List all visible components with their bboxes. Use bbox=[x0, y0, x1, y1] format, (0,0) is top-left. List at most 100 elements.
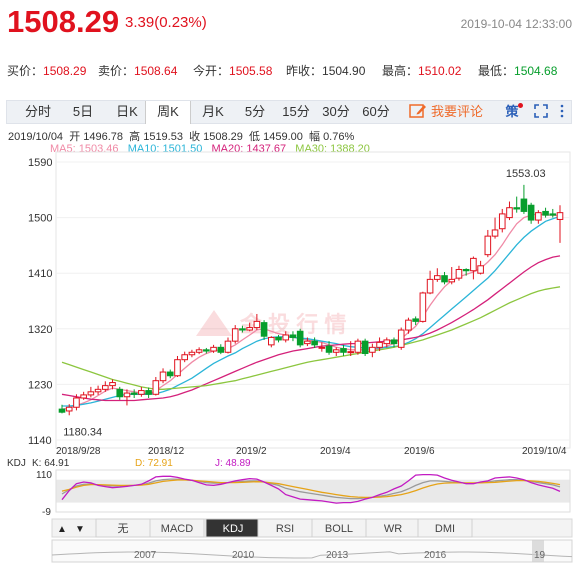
candle-body bbox=[556, 212, 564, 220]
candle-body bbox=[448, 278, 456, 283]
min-price-annotation: 1180.34 bbox=[63, 426, 102, 438]
comment-button[interactable]: 我要评论 bbox=[409, 101, 483, 123]
ma10-legend: MA10: 1501.50 bbox=[127, 143, 203, 155]
candle bbox=[224, 337, 232, 354]
price-change: 3.39(0.23%) bbox=[125, 14, 207, 31]
candle bbox=[260, 320, 268, 340]
tab-5day[interactable]: 5日 bbox=[72, 104, 94, 119]
candle bbox=[513, 196, 520, 213]
candle-body bbox=[109, 382, 116, 387]
candle-body bbox=[166, 371, 174, 377]
candle-body bbox=[282, 334, 290, 341]
candle-body bbox=[145, 390, 152, 395]
tab-monthly-k[interactable]: 月K bbox=[202, 104, 224, 119]
candle bbox=[419, 291, 427, 323]
prev-close-value: 1504.90 bbox=[322, 64, 366, 78]
candle bbox=[289, 331, 297, 342]
quote-summary: 买价：1508.29 卖价：1508.64 今开：1505.58 昨收：1504… bbox=[0, 62, 578, 80]
kdj-frame bbox=[55, 469, 571, 513]
indicator-tab-kdj[interactable] bbox=[205, 518, 261, 538]
y-tick-label: 1320 bbox=[28, 324, 52, 336]
tab-weekly-k[interactable]: 周K bbox=[145, 101, 191, 124]
candle-body bbox=[462, 268, 470, 272]
candle bbox=[217, 344, 225, 355]
edit-icon bbox=[409, 104, 426, 118]
indicator-tab-rsi[interactable] bbox=[257, 518, 313, 538]
candle bbox=[138, 386, 145, 397]
candle bbox=[383, 337, 391, 348]
indicator-tab-boll[interactable] bbox=[311, 518, 367, 538]
candle-body bbox=[369, 346, 376, 353]
candle bbox=[318, 342, 326, 352]
candle bbox=[311, 337, 318, 348]
candle-body bbox=[181, 354, 188, 361]
info-close-label: 收 bbox=[189, 131, 201, 143]
candle-body bbox=[174, 359, 181, 377]
y-tick-label: 1230 bbox=[28, 379, 52, 391]
indicator-tab-macd[interactable] bbox=[149, 518, 205, 538]
tab-daily-k[interactable]: 日K bbox=[116, 104, 138, 119]
candle bbox=[369, 343, 376, 358]
indicator-tab-label: DMI bbox=[435, 523, 455, 535]
tab-15min[interactable]: 15分 bbox=[282, 104, 310, 119]
kdj-axis-top: 110 bbox=[36, 470, 52, 481]
candle bbox=[556, 205, 564, 243]
candle-info: 2019/10/04 开 1496.78 高 1519.53 收 1508.29… bbox=[8, 128, 354, 144]
candle-body bbox=[325, 345, 333, 353]
indicator-tab-dmi[interactable] bbox=[417, 518, 473, 538]
candle-body bbox=[203, 349, 210, 352]
candle-body bbox=[412, 318, 419, 322]
more-menu-button[interactable] bbox=[555, 101, 569, 123]
candle-body bbox=[542, 210, 549, 216]
candle bbox=[65, 404, 73, 416]
bid-value: 1508.29 bbox=[43, 64, 87, 78]
candle bbox=[73, 394, 80, 411]
x-tick-label: 2018/12 bbox=[148, 446, 185, 457]
candle-body bbox=[361, 340, 369, 355]
candle bbox=[58, 404, 66, 414]
x-tick-label: 2019/6 bbox=[404, 446, 435, 457]
tab-5min[interactable]: 5分 bbox=[244, 104, 266, 119]
ma5-line bbox=[61, 213, 561, 410]
candle bbox=[159, 368, 167, 384]
info-open: 1496.78 bbox=[83, 131, 124, 143]
candle bbox=[231, 325, 239, 344]
strategy-button[interactable]: 策 bbox=[501, 101, 523, 123]
candle bbox=[448, 267, 456, 285]
candle bbox=[282, 331, 290, 343]
svg-text:金 投 行 情: 金 投 行 情 bbox=[239, 312, 346, 337]
candle-body bbox=[80, 394, 87, 399]
candle bbox=[535, 210, 542, 224]
candle-body bbox=[253, 320, 261, 329]
scroll-up-icon: ▲ bbox=[57, 524, 67, 535]
y-tick-label: 1500 bbox=[28, 213, 52, 225]
candle-body bbox=[239, 328, 246, 331]
high-value: 1510.02 bbox=[418, 64, 462, 78]
indicator-tab-wr[interactable] bbox=[365, 518, 421, 538]
fullscreen-icon bbox=[534, 104, 548, 118]
candle-body bbox=[405, 319, 412, 331]
indicator-tab-无[interactable] bbox=[95, 518, 151, 538]
kdj-axis-bottom: -9 bbox=[42, 507, 51, 518]
info-low-label: 低 bbox=[249, 131, 261, 143]
candle-body bbox=[102, 385, 109, 390]
tab-intraday[interactable]: 分时 bbox=[24, 104, 51, 119]
info-low: 1459.00 bbox=[263, 131, 303, 143]
fullscreen-button[interactable] bbox=[529, 101, 553, 123]
tab-60min[interactable]: 60分 bbox=[362, 104, 390, 119]
kdj-band bbox=[56, 479, 570, 503]
candle bbox=[390, 337, 398, 348]
ma20-legend: MA20: 1437.67 bbox=[211, 143, 287, 155]
candle bbox=[80, 391, 87, 400]
candle bbox=[520, 184, 528, 214]
candle-body bbox=[340, 348, 347, 353]
candle-body bbox=[73, 397, 80, 408]
notification-dot-icon bbox=[518, 103, 523, 108]
tab-30min[interactable]: 30分 bbox=[322, 104, 350, 119]
candle bbox=[477, 260, 484, 275]
candle bbox=[441, 271, 448, 285]
candle bbox=[549, 208, 557, 218]
candle bbox=[412, 316, 419, 326]
candle bbox=[102, 381, 109, 392]
